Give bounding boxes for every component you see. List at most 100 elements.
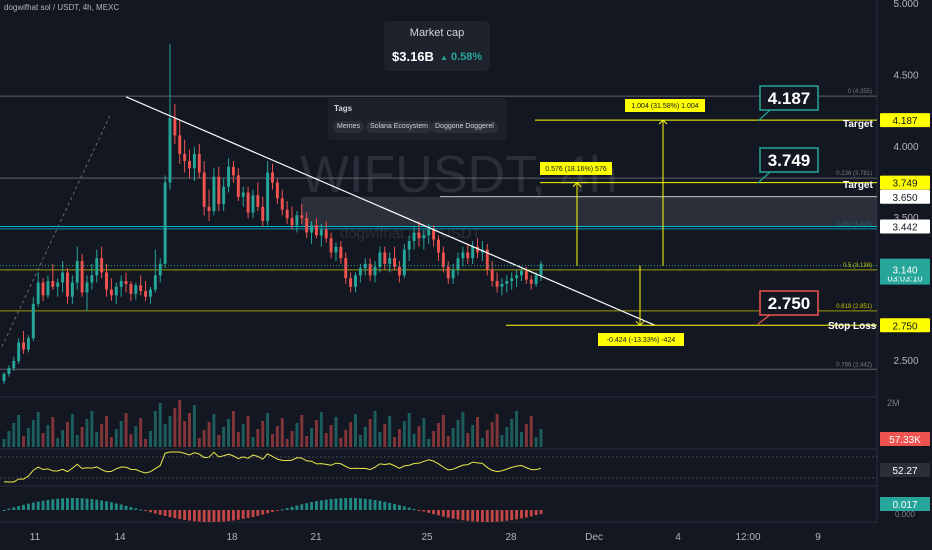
tag-solana-ecosystem[interactable]: Solana Ecosystem [366,121,432,133]
macd-bar [105,501,108,510]
price-axis[interactable]: 5.000 4.500 4.000 3.500 2.500 4.187 3.749 3.650… [878,0,932,550]
candle-body [358,268,362,276]
macd-bar [520,510,523,519]
volume-bar [485,430,489,447]
macd-bar [495,510,499,522]
volume-bar [388,416,392,447]
time-tick: 9 [815,532,821,543]
volume-bar [334,417,338,447]
volume-bar [153,411,157,447]
candle-body [354,275,357,287]
macd-bar [271,510,274,513]
macd-bar [114,503,118,510]
macd-bar [148,510,152,513]
volume-bar [393,437,397,447]
tag-memes[interactable]: Memes [333,121,364,133]
measure-label-3: -0.424 (-13.33%) -424 [607,337,676,344]
volume-bar [314,420,318,447]
candle-body [495,281,499,287]
candle-body [46,281,50,296]
candle-body [271,172,274,183]
candle-body [363,263,367,269]
time-tick: 18 [226,532,238,543]
macd-bar [393,503,397,510]
candle-body [168,118,172,183]
candle-body [300,215,304,219]
candle-body [368,263,372,276]
volume-bar [231,411,235,447]
macd-bar [437,510,440,516]
tag-doggone-doggerel[interactable]: Doggone Doggerel [431,121,498,133]
candle-body [7,368,11,374]
candle-body [334,246,338,253]
fib-label: 0 (4.355) [848,89,872,95]
macd-bar [7,508,11,510]
time-tick: 11 [30,532,41,543]
macd-bar [441,510,445,517]
volume-bar [510,419,514,447]
candle-body [217,176,221,204]
volume-bar [266,413,270,447]
volume-bar [207,422,211,447]
candle-body [22,342,25,350]
price-label: 3.442 [892,222,917,233]
price-tick: 5.000 [893,0,918,10]
stop-pointer [757,314,771,325]
volume-bar [124,413,128,447]
candle-body [85,282,89,293]
volume-bar [505,427,509,447]
candle-body [158,263,162,276]
macd-bar [75,498,79,510]
target-label-2: Target [843,180,873,191]
macd-bar [329,498,333,510]
candle-body [266,172,270,222]
candle-body [222,186,226,204]
candle-body [56,282,60,287]
volume-bar [70,414,74,447]
macd-bar [212,510,216,522]
downtrend-line [125,96,656,326]
macd-bar [85,498,89,510]
candle-body [41,282,45,296]
candle-body [70,282,74,297]
candle-body [319,229,323,236]
volume-bar [148,431,152,447]
target-box-2-box [759,147,819,173]
volume-bar [197,438,201,447]
resistance-zone [301,196,877,227]
macd-bar [412,508,416,510]
fib-label: 0.236 (3.781) [836,171,872,177]
macd-bar [456,510,460,520]
candle-body [539,263,543,276]
candle-body [349,278,353,287]
macd-bar [134,508,138,510]
time-axis[interactable]: 11 14 18 21 25 28 Dec 4 12:00 9 [30,532,821,543]
volume-bar [417,426,421,447]
market-cap-title: Market cap [409,27,465,39]
candle-body [280,198,284,210]
macd-bar [197,510,201,522]
volume-bar [188,413,191,447]
macd-bar [402,506,406,510]
candle-body [329,238,333,253]
macd-bar [183,510,187,520]
candle-body [241,192,245,197]
candle-body [163,182,167,264]
candle-body [466,252,470,259]
price-label: 3.749 [892,179,917,190]
macd-bar [22,504,25,510]
stop-loss-label: Stop Loss [828,321,877,332]
macd-bar [539,510,543,515]
volume-bar [383,424,387,447]
price-label: 4.187 [892,116,917,127]
macd-bar [524,510,528,518]
volume-bar [456,420,460,447]
candle-body [534,275,538,284]
macd-bar [349,498,353,510]
market-cap-widget[interactable]: Market cap $3.16B ▲ 0.58% [384,21,490,71]
candle-body [446,266,450,279]
volume-bar [85,419,89,447]
candle-body [124,281,128,284]
target-box-2: 3.749 [768,151,811,170]
